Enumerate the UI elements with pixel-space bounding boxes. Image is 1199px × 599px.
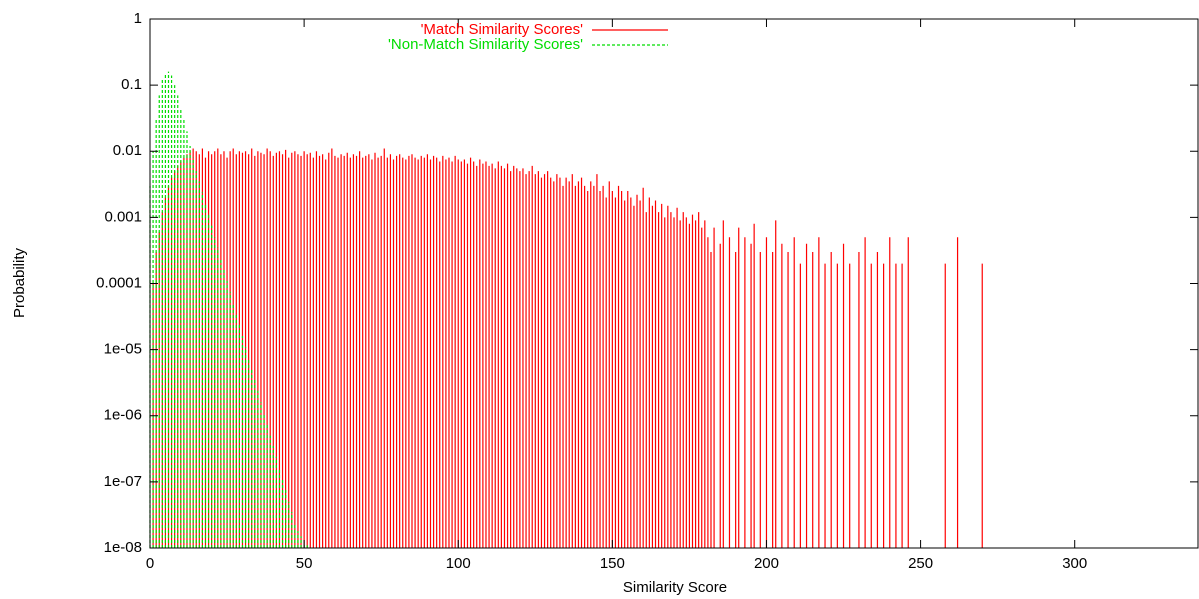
y-tick-label: 1e-05 — [104, 341, 142, 358]
y-tick-label: 1e-08 — [104, 539, 142, 556]
y-tick-label: 0.01 — [113, 142, 142, 159]
y-tick-label: 1 — [134, 10, 142, 27]
x-axis-label: Similarity Score — [623, 579, 727, 596]
y-tick-label: 0.0001 — [96, 274, 142, 291]
y-tick-label: 0.1 — [121, 76, 142, 93]
x-tick-label: 0 — [146, 555, 154, 572]
x-tick-label: 300 — [1062, 555, 1087, 572]
x-tick-label: 200 — [754, 555, 779, 572]
y-tick-label: 0.001 — [104, 208, 142, 225]
y-tick-label: 1e-07 — [104, 473, 142, 490]
x-tick-label: 100 — [446, 555, 471, 572]
x-tick-label: 150 — [600, 555, 625, 572]
legend-label: 'Non-Match Similarity Scores' — [388, 36, 583, 53]
x-tick-label: 250 — [908, 555, 933, 572]
legend-label: 'Match Similarity Scores' — [421, 21, 584, 38]
x-tick-label: 50 — [296, 555, 313, 572]
y-tick-label: 1e-06 — [104, 407, 142, 424]
y-axis-label: Probability — [11, 247, 28, 318]
